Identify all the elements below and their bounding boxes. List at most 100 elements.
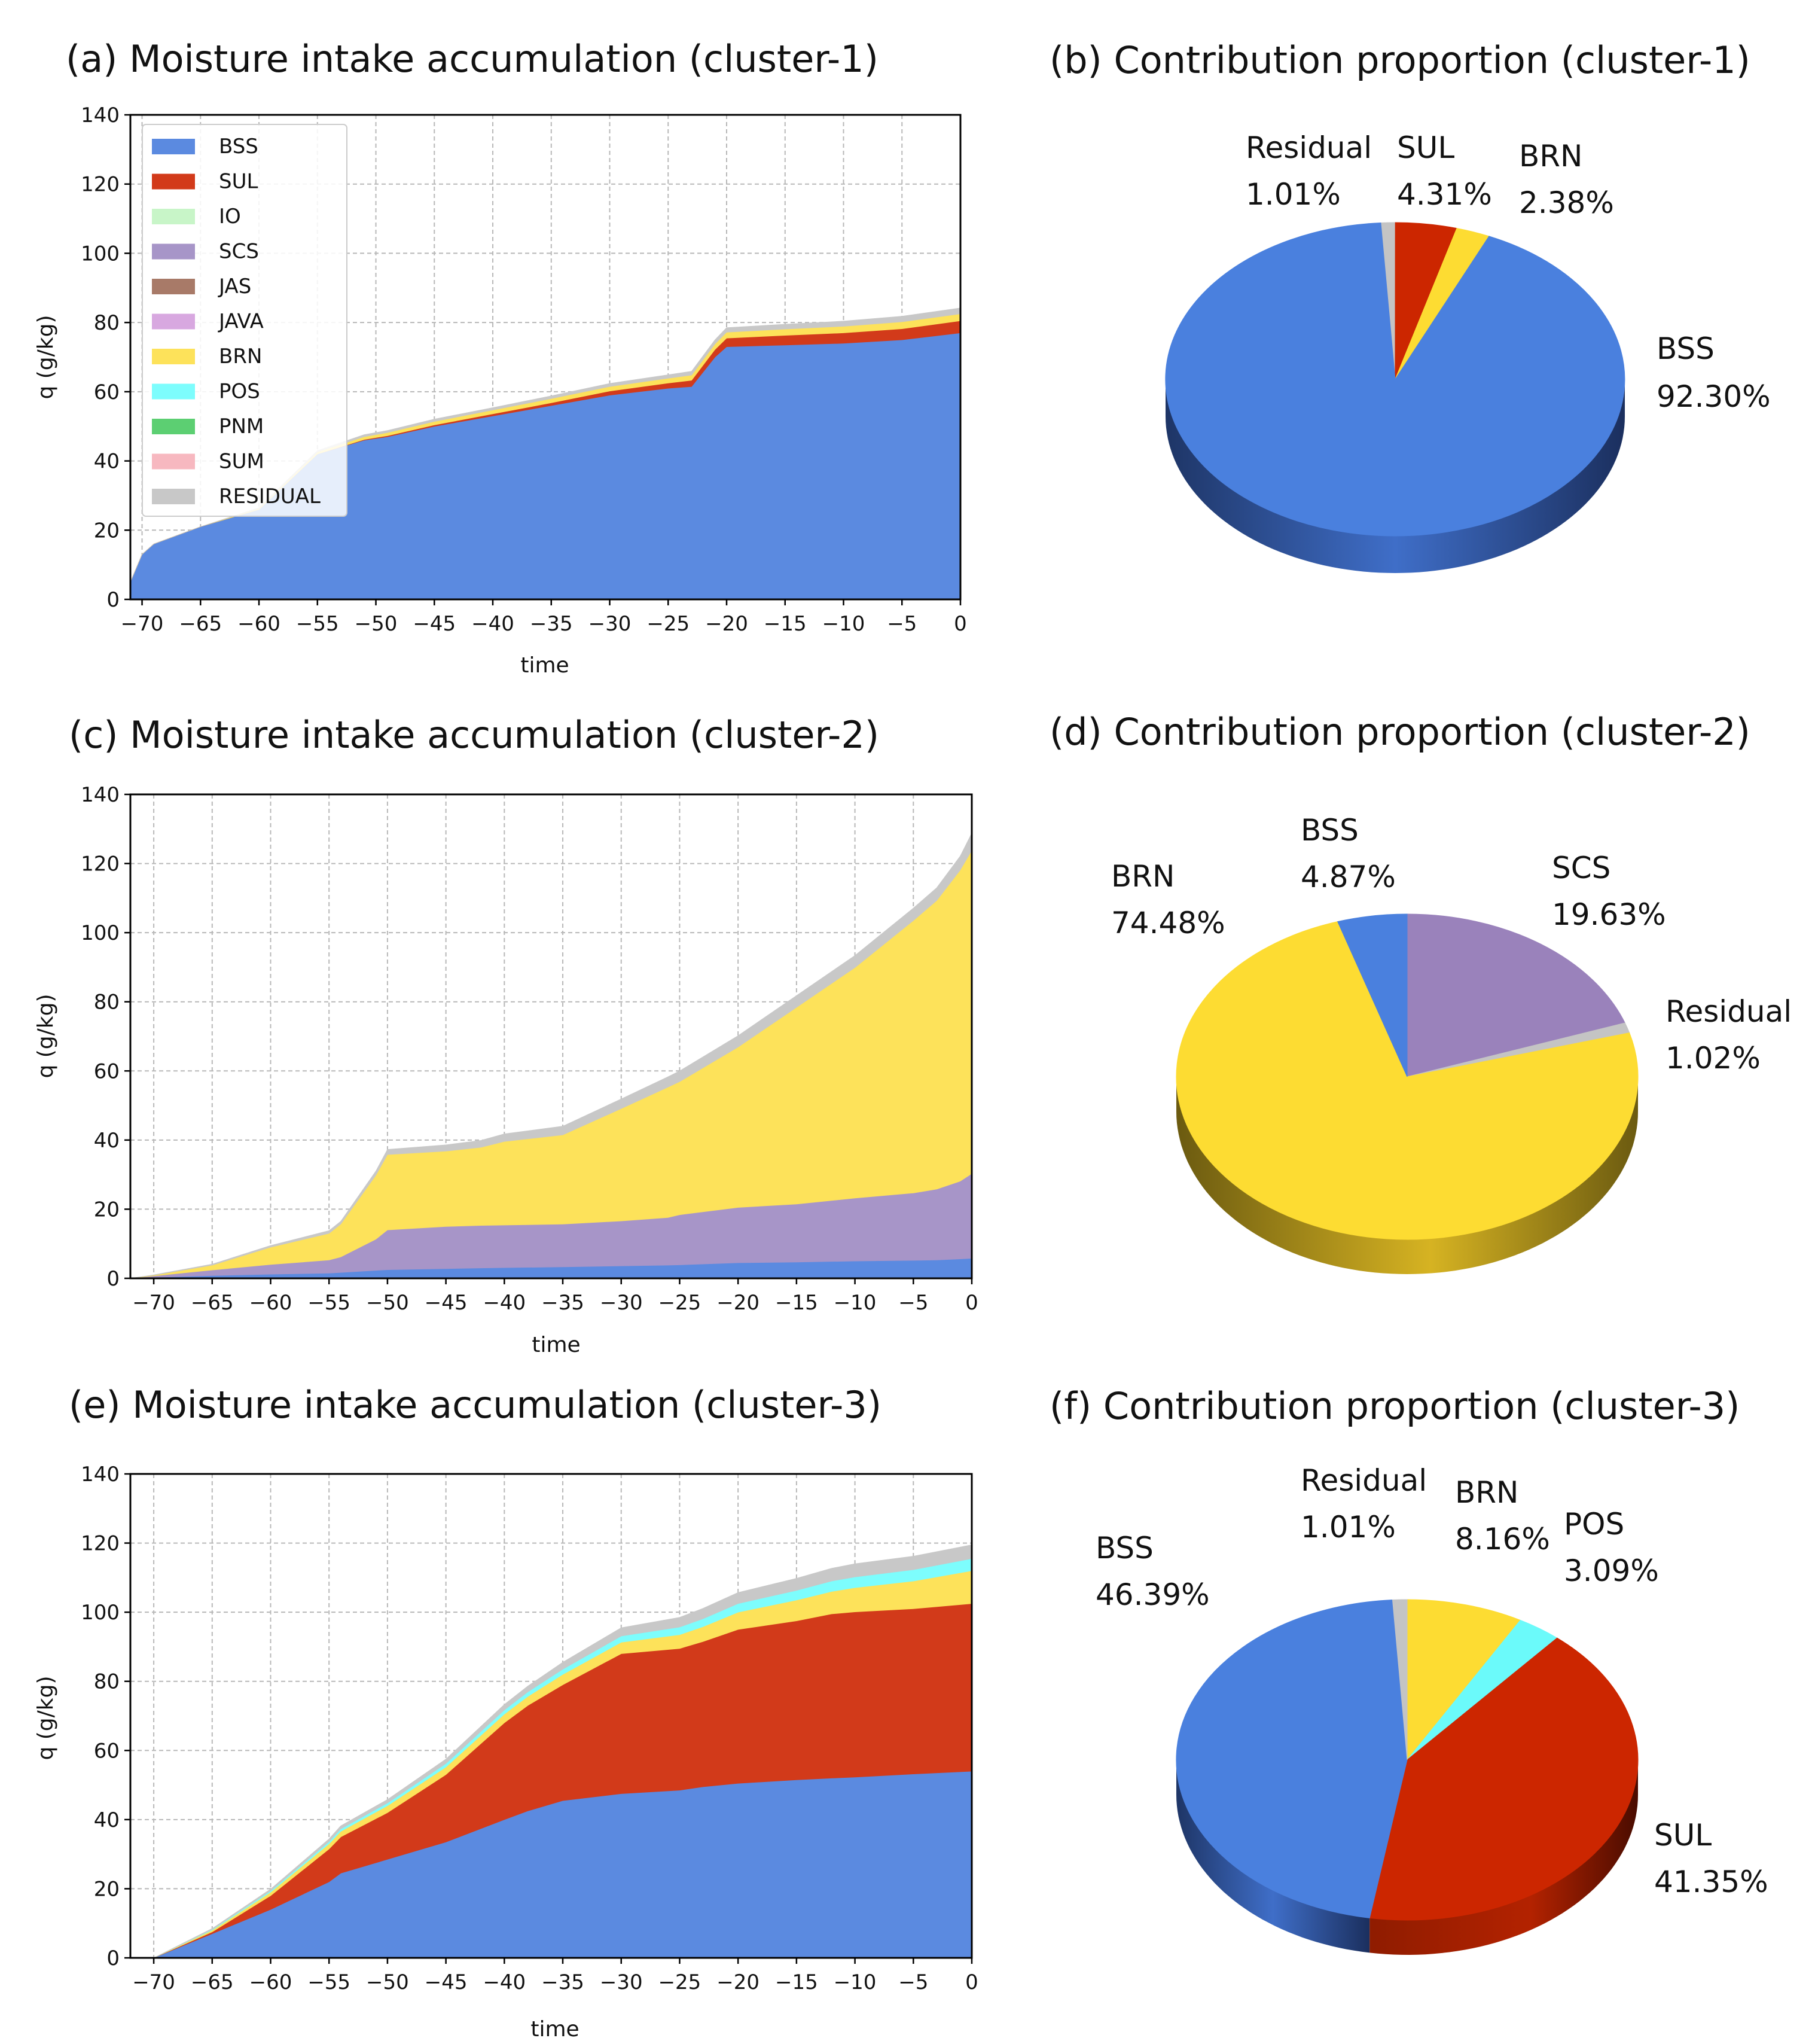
chart-c-xtick-label: −5: [898, 1291, 928, 1315]
pie-d-residual-pct: 1.02%: [1666, 1041, 1761, 1076]
panel-c: (c) Moisture intake accumulation (cluste…: [33, 713, 978, 1357]
pie-b-sul-label: SUL: [1397, 130, 1454, 165]
chart-a-ytick-label: 20: [94, 519, 120, 543]
chart-c-xtick-label: −60: [249, 1291, 292, 1315]
panel-e-plot: −70 −65 −60 −55 −50 −45 −40 −35 −30 −25 −20 −15 −10−…: [81, 1463, 978, 1994]
pie-d-side-brn: [1176, 1077, 1638, 1274]
pie-b-residual-pct: 1.01%: [1246, 177, 1341, 212]
chart-e-ytick-label: 40: [94, 1808, 120, 1832]
chart-a-xtick-label: −35: [530, 612, 573, 636]
panel-d-pie: [1176, 913, 1639, 1274]
chart-c-xtick-label: −65: [191, 1291, 234, 1315]
pie-f-sides: [1176, 1760, 1638, 1955]
pie-d-scs-label: SCS: [1552, 851, 1610, 885]
legend-swatch-java: [152, 313, 195, 330]
panel-b-title: (b) Contribution proportion (cluster-1): [1050, 38, 1750, 82]
chart-e-xtick-label: −50: [366, 1970, 409, 1994]
panel-f: (f) Contribution proportion (cluster-3) …: [1050, 1384, 1768, 1955]
chart-e-xtick-label: −65: [191, 1970, 234, 1994]
chart-a-xtick-label: −55: [296, 612, 339, 636]
chart-a-ytick-label: 140: [81, 103, 120, 127]
panel-a-ylabel: q (g/kg): [33, 315, 58, 399]
chart-c-frame: [129, 793, 973, 1280]
chart-e-xtick-label: −20: [716, 1970, 759, 1994]
chart-e-xtick-label: −5: [898, 1970, 928, 1994]
chart-a-xtick-label: −70: [121, 612, 164, 636]
legend-swatch-bss: [152, 139, 195, 154]
chart-c-ytick-label: 100: [81, 921, 120, 945]
chart-a-xtick-label: −40: [471, 612, 514, 636]
legend-swatch-scs: [152, 243, 195, 260]
pie-f-bss-label: BSS: [1096, 1531, 1154, 1565]
pie-f-pos-label: POS: [1564, 1507, 1624, 1542]
chart-e-xtick-label: −30: [600, 1970, 643, 1994]
pie-d-residual-label: Residual: [1666, 994, 1792, 1029]
legend-swatch-pnm: [152, 419, 195, 434]
panel-c-title: (c) Moisture intake accumulation (cluste…: [69, 713, 879, 757]
chart-c-grid: [130, 794, 972, 1278]
pie-b-residual-label: Residual: [1246, 130, 1372, 165]
chart-e-xtick-label: −60: [249, 1970, 292, 1994]
legend-label-java: JAVA: [218, 310, 264, 334]
pie-f-slice-sul: [1369, 1637, 1639, 1921]
panel-f-labels: Residual 1.01% BRN 8.16% POS 3.09% BSS 4…: [1096, 1463, 1768, 1899]
chart-a-xtick-label: −10: [822, 612, 865, 636]
chart-c-ytick-label: 60: [94, 1059, 120, 1083]
legend-label-pnm: PNM: [219, 415, 264, 438]
pie-f-residual-pct: 1.01%: [1301, 1510, 1396, 1545]
pie-d-slice-brn: [1176, 921, 1639, 1240]
panel-a: (a) Moisture intake accumulation (cluste…: [33, 37, 967, 678]
chart-a-xtick-label: −30: [588, 612, 632, 636]
pie-d-bss-pct: 4.87%: [1301, 860, 1396, 894]
legend-label-residual: RESIDUAL: [219, 485, 321, 508]
chart-c-xtick-label: −30: [600, 1291, 643, 1315]
panel-e-ylabel: q (g/kg): [33, 1676, 58, 1760]
pie-b-sides: [1166, 379, 1625, 573]
chart-e-xtick-label: −25: [658, 1970, 701, 1994]
chart-c-xtick-label: −25: [658, 1291, 701, 1315]
chart-a-xtick-label: −50: [355, 612, 398, 636]
chart-a-ytick-label: 40: [94, 450, 120, 474]
chart-a-xtick-label: −5: [887, 612, 917, 636]
chart-a-xtick-label: −20: [705, 612, 748, 636]
pie-b-bss-pct: 92.30%: [1657, 379, 1771, 414]
panel-e-title: (e) Moisture intake accumulation (cluste…: [69, 1383, 881, 1427]
legend-label-sum: SUM: [219, 450, 264, 474]
chart-c-xtick-label: −15: [775, 1291, 818, 1315]
legend-swatch-io: [152, 209, 195, 224]
legend-swatch-sum: [152, 453, 195, 470]
chart-a-xtick-label: −15: [764, 612, 807, 636]
panel-a-plot: −70 −65 −60 −55 −50 −45 −40 −35 −30 −25 −20 −15 −10−…: [81, 103, 967, 636]
chart-a-xtick-label: −25: [646, 612, 690, 636]
pie-f-sul-label: SUL: [1654, 1818, 1712, 1853]
chart-c-xtick-label: −20: [716, 1291, 759, 1315]
pie-b-side-bss: [1166, 379, 1625, 573]
pie-f-side-bss: [1176, 1760, 1370, 1953]
chart-c-ticks: −70 −65 −60 −55 −50 −45 −40 −35 −30 −25 −20 −15 −10−…: [81, 783, 978, 1315]
pie-b-brn-pct: 2.38%: [1519, 185, 1614, 220]
panel-d-title: (d) Contribution proportion (cluster-2): [1050, 710, 1750, 754]
chart-a-ytick-label: 60: [94, 380, 120, 404]
chart-a-xtick-label: −45: [413, 612, 456, 636]
chart-a-xtick-label: −60: [237, 612, 280, 636]
chart-c-ytick-label: 80: [94, 991, 120, 1015]
chart-e-ytick-label: 100: [81, 1601, 120, 1625]
chart-e-xtick-label: −10: [834, 1970, 877, 1994]
chart-a-xtick-label: 0: [954, 612, 967, 636]
panel-c-ylabel: q (g/kg): [33, 994, 58, 1078]
pie-f-slices: [1176, 1599, 1639, 1921]
chart-e-xtick-label: −70: [132, 1970, 175, 1994]
chart-a-ytick-label: 100: [81, 242, 120, 266]
chart-e-xtick-label: −40: [483, 1970, 526, 1994]
chart-e-ytick-label: 60: [94, 1739, 120, 1763]
chart-c-areas: [130, 833, 972, 1279]
pie-d-brn-label: BRN: [1111, 859, 1175, 894]
chart-e-xtick-label: −45: [425, 1970, 468, 1994]
panel-d: (d) Contribution proportion (cluster-2) …: [1050, 710, 1792, 1274]
panel-e-xlabel: time: [530, 2017, 579, 2042]
legend-swatch-pos: [152, 383, 195, 400]
legend-label-brn: BRN: [219, 345, 262, 368]
chart-e-ticks: −70 −65 −60 −55 −50 −45 −40 −35 −30 −25 −20 −15 −10−…: [81, 1463, 978, 1994]
legend-label-jas: JAS: [218, 275, 251, 298]
pie-b-slices: [1165, 222, 1625, 537]
